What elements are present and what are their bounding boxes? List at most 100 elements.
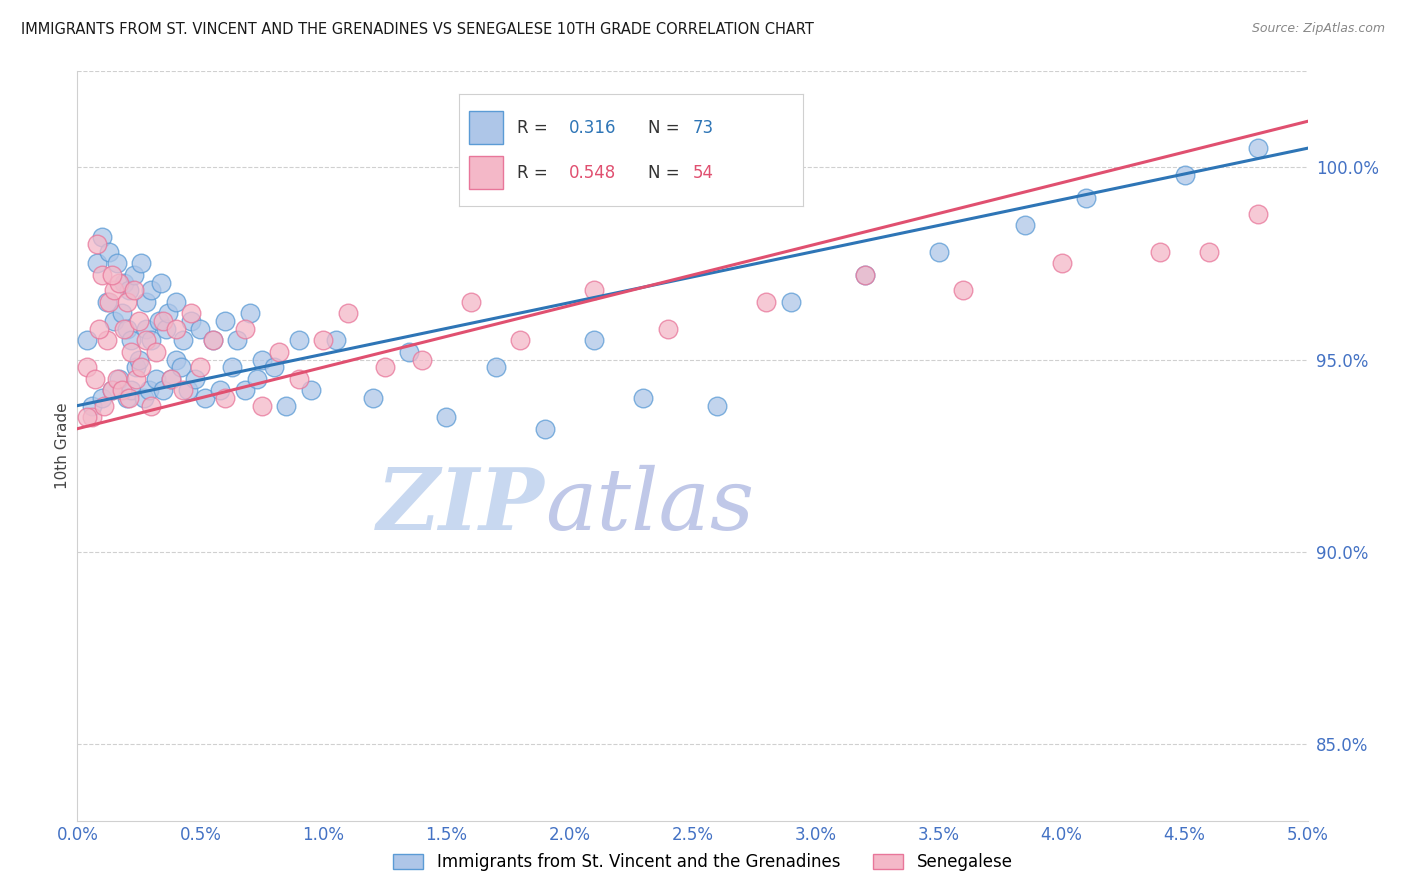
Point — [115, 322, 138, 336]
Point — [108, 276, 131, 290]
Point — [209, 384, 232, 398]
Point — [177, 384, 200, 398]
Point — [337, 306, 360, 320]
Point — [299, 384, 322, 398]
Point — [201, 334, 224, 348]
Point — [188, 322, 212, 336]
Point — [1247, 141, 1270, 155]
Point — [131, 256, 153, 270]
Point — [1174, 168, 1197, 182]
Point — [115, 391, 138, 405]
Point — [583, 284, 606, 298]
Point — [121, 334, 143, 348]
Point — [172, 384, 194, 398]
Point — [194, 391, 217, 405]
Point — [125, 372, 148, 386]
Point — [98, 294, 121, 309]
Y-axis label: 10th Grade: 10th Grade — [55, 402, 70, 490]
Point — [98, 244, 121, 259]
Point — [246, 372, 269, 386]
Point — [221, 360, 243, 375]
Point — [706, 399, 728, 413]
Point — [276, 399, 298, 413]
Point — [145, 372, 167, 386]
Point — [160, 372, 183, 386]
Point — [155, 322, 177, 336]
Point — [125, 360, 148, 375]
Point — [226, 334, 249, 348]
Point — [1149, 244, 1171, 259]
Point — [165, 352, 187, 367]
Point — [121, 344, 143, 359]
Point — [152, 384, 174, 398]
Point — [188, 360, 212, 375]
Point — [157, 306, 180, 320]
Point — [105, 372, 128, 386]
Text: Source: ZipAtlas.com: Source: ZipAtlas.com — [1251, 22, 1385, 36]
Point — [180, 306, 202, 320]
Point — [101, 384, 124, 398]
Point — [1050, 256, 1073, 270]
Point — [165, 294, 187, 309]
Point — [101, 268, 124, 282]
Point — [83, 372, 105, 386]
Point — [150, 276, 173, 290]
Point — [928, 244, 950, 259]
Point — [534, 422, 557, 436]
Point — [583, 334, 606, 348]
Point — [485, 360, 508, 375]
Point — [152, 314, 174, 328]
Point — [170, 360, 193, 375]
Point — [111, 306, 132, 320]
Point — [115, 294, 138, 309]
Point — [105, 256, 128, 270]
Point — [184, 372, 207, 386]
Point — [93, 399, 115, 413]
Point — [165, 322, 187, 336]
Point — [172, 334, 194, 348]
Point — [103, 314, 125, 328]
Point — [201, 334, 224, 348]
Point — [250, 352, 273, 367]
Point — [96, 334, 118, 348]
Point — [180, 314, 202, 328]
Point — [96, 294, 118, 309]
Point — [214, 391, 236, 405]
Point — [460, 294, 482, 309]
Point — [76, 410, 98, 425]
Point — [288, 372, 311, 386]
Point — [263, 360, 285, 375]
Point — [374, 360, 396, 375]
Point — [1247, 206, 1270, 220]
Point — [111, 384, 132, 398]
Point — [135, 322, 157, 336]
Point — [108, 372, 131, 386]
Point — [89, 322, 111, 336]
Point — [90, 229, 114, 244]
Point — [122, 268, 145, 282]
Point — [398, 344, 420, 359]
Point — [1198, 244, 1220, 259]
Point — [288, 334, 311, 348]
Point — [657, 322, 679, 336]
Point — [103, 284, 125, 298]
Text: ZIP: ZIP — [377, 464, 546, 548]
Point — [1014, 218, 1036, 232]
Point — [86, 256, 108, 270]
Point — [118, 284, 141, 298]
Point — [755, 294, 778, 309]
Point — [90, 268, 114, 282]
Point — [141, 399, 163, 413]
Point — [312, 334, 335, 348]
Point — [128, 352, 150, 367]
Point — [633, 391, 655, 405]
Point — [160, 372, 183, 386]
Point — [239, 306, 262, 320]
Point — [82, 399, 104, 413]
Text: atlas: atlas — [546, 465, 754, 548]
Point — [436, 410, 458, 425]
Point — [325, 334, 347, 348]
Point — [853, 268, 876, 282]
Point — [145, 344, 167, 359]
Legend: Immigrants from St. Vincent and the Grenadines, Senegalese: Immigrants from St. Vincent and the Gren… — [385, 845, 1021, 880]
